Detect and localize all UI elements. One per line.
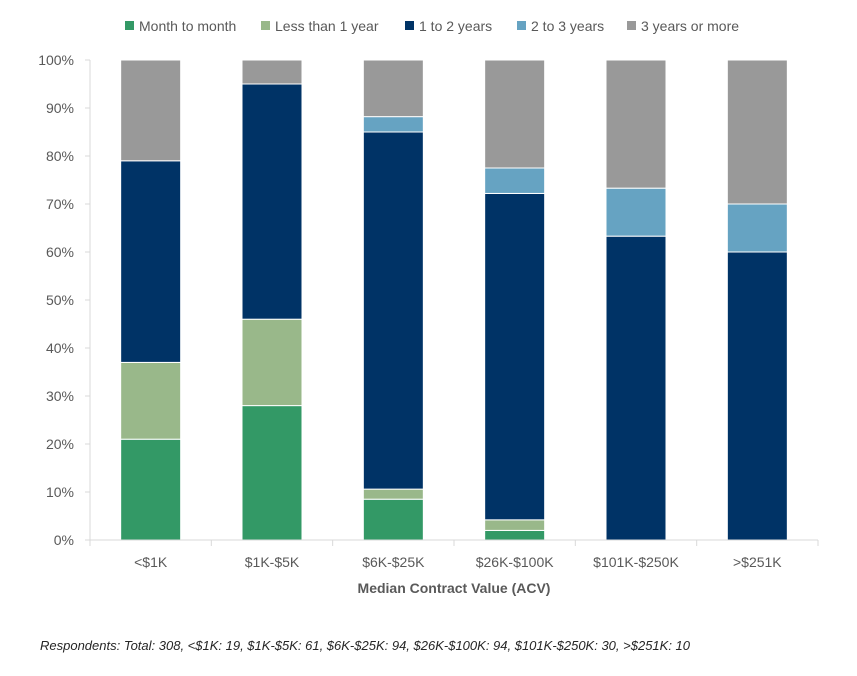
bar-segment [484, 519, 546, 531]
bar-segment [484, 192, 546, 521]
bar-segment [484, 529, 546, 541]
bar-segment [241, 405, 303, 541]
legend-swatch [627, 21, 636, 30]
y-tick-label: 80% [46, 148, 74, 164]
x-axis-title: Median Contract Value (ACV) [358, 580, 551, 596]
bar-segment [241, 318, 303, 407]
y-tick-label: 60% [46, 244, 74, 260]
bar-segment [362, 488, 424, 500]
legend: Month to month Less than 1 year 1 to 2 yea… [125, 18, 739, 34]
bar-segment [605, 235, 667, 541]
legend-label: Month to month [139, 18, 236, 34]
footnote: Respondents: Total: 308, <$1K: 19, $1K-$… [40, 638, 691, 653]
legend-swatch [261, 21, 270, 30]
bar-segment [362, 116, 424, 133]
legend-swatch [125, 21, 134, 30]
x-tick-label: $101K-$250K [593, 554, 679, 570]
bars [120, 59, 788, 541]
bar-segment [120, 361, 182, 440]
x-tick-label: $26K-$100K [476, 554, 555, 570]
bar-segment [605, 187, 667, 237]
bar-segment [605, 59, 667, 189]
bar-segment [362, 498, 424, 541]
legend-label: 3 years or more [641, 18, 739, 34]
bar-segment [726, 59, 788, 205]
bar-segment [241, 83, 303, 320]
bar-segment [484, 167, 546, 194]
x-tick-label: <$1K [134, 554, 168, 570]
y-tick-label: 100% [38, 52, 74, 68]
legend-swatch [517, 21, 526, 30]
bar-segment [726, 203, 788, 253]
y-tick-label: 0% [54, 532, 74, 548]
y-axis: 0% 10% 20% 30% 40% 50% 60% 70% 80% 90% 100% [38, 52, 91, 548]
x-axis: <$1K $1K-$5K $6K-$25K $26K-$100K $101K-$250K… [89, 539, 819, 570]
bar-segment [362, 59, 424, 118]
y-tick-label: 50% [46, 292, 74, 308]
bar-segment [241, 59, 303, 85]
y-tick-label: 90% [46, 100, 74, 116]
legend-swatch [405, 21, 414, 30]
bar-segment [120, 160, 182, 363]
bar-segment [726, 251, 788, 541]
y-tick-label: 70% [46, 196, 74, 212]
legend-label: 2 to 3 years [531, 18, 604, 34]
x-tick-label: $6K-$25K [362, 554, 425, 570]
x-tick-label: $1K-$5K [245, 554, 300, 570]
bar-segment [120, 59, 182, 162]
bar-segment [484, 59, 546, 169]
bar-segment [362, 131, 424, 490]
legend-label: 1 to 2 years [419, 18, 492, 34]
bar-segment [120, 438, 182, 541]
y-tick-label: 10% [46, 484, 74, 500]
legend-label: Less than 1 year [275, 18, 379, 34]
y-tick-label: 20% [46, 436, 74, 452]
y-tick-label: 30% [46, 388, 74, 404]
y-tick-label: 40% [46, 340, 74, 356]
x-tick-label: >$251K [733, 554, 782, 570]
